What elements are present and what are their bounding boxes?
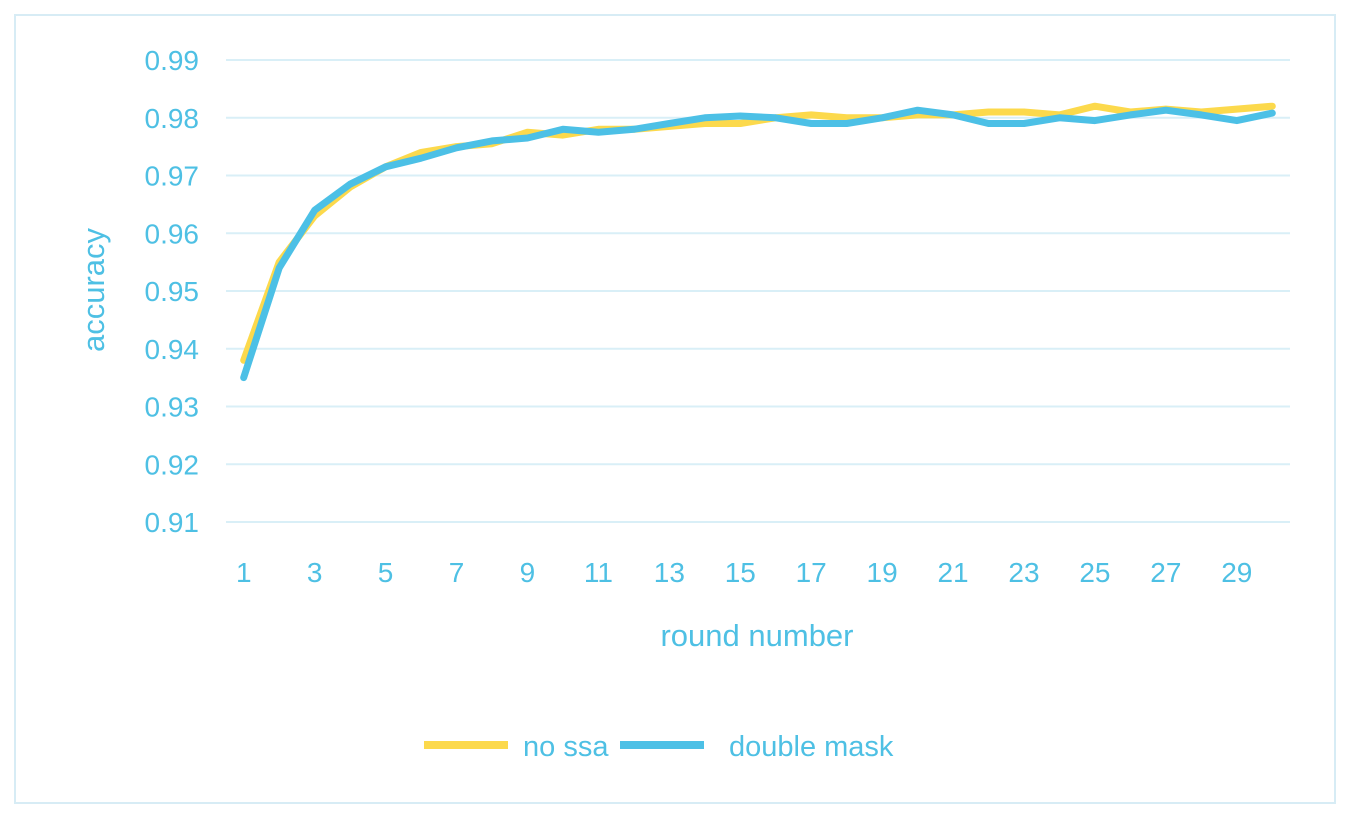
x-tick-label: 5 — [378, 557, 394, 588]
x-tick-label: 29 — [1221, 557, 1252, 588]
x-axis-title: round number — [660, 618, 853, 653]
y-tick-label: 0.95 — [145, 276, 200, 307]
x-tick-label: 7 — [449, 557, 465, 588]
legend-label-double-mask: double mask — [729, 731, 894, 763]
x-tick-label: 15 — [725, 557, 756, 588]
x-tick-label: 21 — [937, 557, 968, 588]
y-axis-ticks: 0.91 0.92 0.93 0.94 0.95 0.96 0.97 0.98 0.99 — [145, 45, 200, 538]
gridlines — [226, 59, 1290, 523]
x-tick-label: 17 — [796, 557, 827, 588]
x-tick-label: 23 — [1008, 557, 1039, 588]
y-tick-label: 0.98 — [145, 103, 200, 134]
x-tick-label: 19 — [867, 557, 898, 588]
x-tick-label: 25 — [1079, 557, 1110, 588]
x-tick-label: 9 — [520, 557, 536, 588]
x-tick-label: 11 — [584, 557, 613, 588]
y-tick-label: 0.97 — [145, 161, 200, 192]
x-tick-label: 3 — [307, 557, 323, 588]
y-tick-label: 0.91 — [145, 507, 200, 538]
x-tick-label: 13 — [654, 557, 685, 588]
series-lines — [240, 102, 1276, 382]
legend-label-no-ssa: no ssa — [523, 731, 609, 763]
x-tick-label: 27 — [1150, 557, 1181, 588]
y-tick-label: 0.92 — [145, 449, 200, 480]
series-line-no-ssa — [240, 102, 1276, 364]
y-axis-title: accuracy — [76, 227, 111, 352]
series-line-double-mask — [240, 106, 1276, 382]
y-tick-label: 0.96 — [145, 218, 200, 249]
y-tick-label: 0.94 — [145, 334, 200, 365]
x-tick-label: 1 — [236, 557, 252, 588]
x-axis-ticks: 1 3 5 7 9 11 13 15 17 19 21 23 25 27 29 — [236, 557, 1252, 588]
y-tick-label: 0.93 — [145, 392, 200, 423]
legend: no ssa double mask — [424, 731, 894, 763]
y-tick-label: 0.99 — [145, 45, 200, 76]
chart-frame — [14, 14, 1336, 804]
